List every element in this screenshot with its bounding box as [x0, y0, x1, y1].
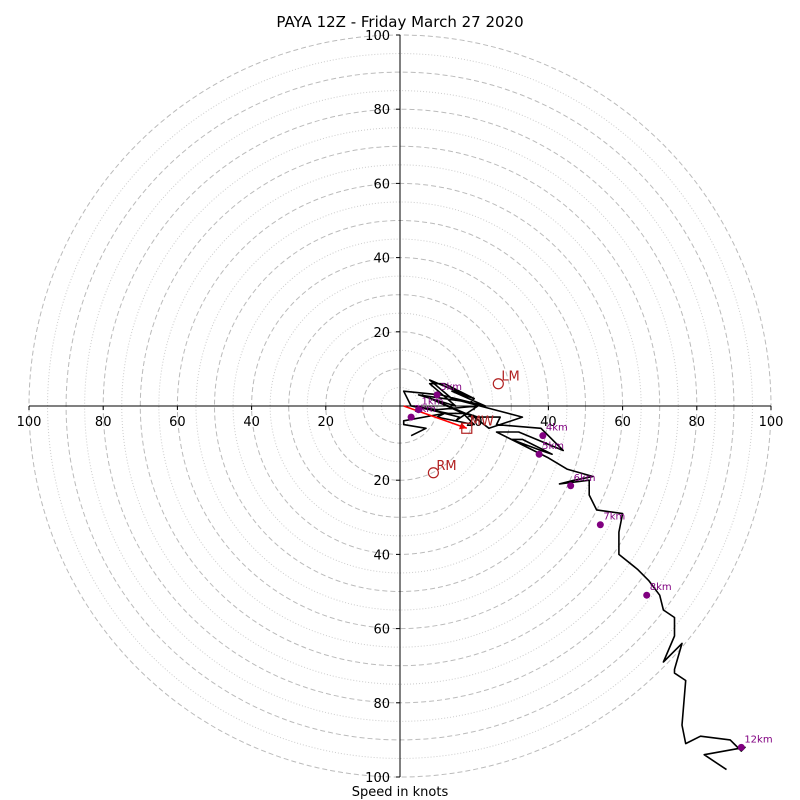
height-marker-6km — [567, 482, 575, 490]
x-tick-label: 20 — [318, 415, 335, 430]
height-label-8km: 8km — [650, 582, 672, 593]
x-tick-label: 60 — [169, 415, 186, 430]
y-tick-label: 100 — [365, 771, 390, 786]
shear-vector — [403, 405, 468, 430]
x-tick-label: 100 — [17, 415, 42, 430]
height-label-4km: 4km — [546, 423, 568, 434]
hodograph-trace — [402, 379, 746, 771]
storm-motion-marker-LM — [492, 378, 504, 390]
x-tick-label: 40 — [243, 415, 260, 430]
storm-motion-label-MW: MW — [470, 414, 494, 429]
storm-motion-label-RM: RM — [436, 459, 456, 474]
tick-labels: 100 80 60 40 20 20 40 60 80 100 100 80 60 40 20 20 40 60 8… — [17, 29, 784, 786]
wind-profile-line — [402, 379, 746, 771]
height-label-12km: 12km — [744, 734, 772, 745]
height-label-2km: 2km — [414, 404, 436, 415]
x-tick-label: 40 — [540, 415, 557, 430]
height-marker-7km — [596, 521, 604, 529]
x-tick-label: 80 — [689, 415, 706, 430]
storm-motion-marker-RM — [427, 467, 439, 479]
x-tick-label: 80 — [95, 415, 112, 430]
height-label-1km: 1km — [422, 397, 444, 408]
chart-title: PAYA 12Z - Friday March 27 2020 — [276, 13, 523, 31]
y-tick-label: 60 — [373, 177, 390, 192]
height-marker-2km — [407, 413, 415, 421]
y-tick-label: 40 — [373, 548, 390, 563]
height-label-7km: 7km — [603, 512, 625, 523]
shear-vector-arrowhead — [459, 422, 467, 430]
height-label-5km: 5km — [542, 441, 564, 452]
height-marker-12km — [737, 743, 745, 751]
storm-motion-markers: LM RM MW — [427, 370, 520, 479]
height-marker-3km — [433, 391, 441, 399]
storm-motion-marker-MW — [461, 422, 473, 434]
x-tick-label: 100 — [759, 415, 784, 430]
axes — [29, 35, 771, 777]
y-tick-label: 20 — [373, 326, 390, 341]
height-label-6km: 6km — [574, 473, 596, 484]
storm-motion-label-LM: LM — [501, 370, 519, 385]
shear-vector-line — [403, 405, 468, 429]
height-label-3km: 3km — [440, 382, 462, 393]
y-tick-label: 60 — [373, 623, 390, 638]
y-tick-label: 80 — [373, 697, 390, 712]
y-tick-label: 100 — [365, 29, 390, 44]
x-axis-label: Speed in knots — [352, 785, 449, 800]
x-tick-label: 20 — [466, 415, 483, 430]
height-marker-1km — [415, 406, 423, 414]
x-tick-label: 60 — [614, 415, 631, 430]
height-marker-4km — [539, 432, 547, 440]
height-marker-8km — [643, 591, 651, 599]
y-tick-label: 20 — [373, 474, 390, 489]
height-marker-5km — [535, 450, 543, 458]
y-tick-label: 40 — [373, 252, 390, 267]
y-tick-label: 80 — [373, 103, 390, 118]
